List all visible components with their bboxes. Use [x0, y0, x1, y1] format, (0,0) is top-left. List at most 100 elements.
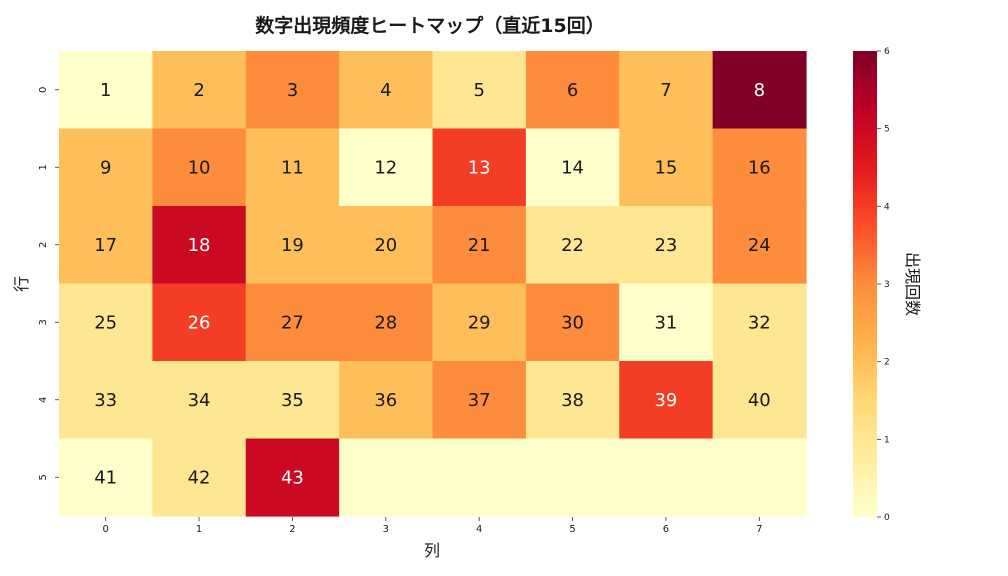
- heatmap-cell: [59, 283, 153, 362]
- heatmap-cell: [245, 438, 340, 517]
- heatmap-cell: [152, 51, 247, 130]
- cell-label: 18: [188, 235, 211, 256]
- colorbar-tick-label: 6: [884, 47, 890, 57]
- heatmap-cell: [339, 361, 434, 440]
- heatmap-cell: [152, 283, 247, 362]
- heatmap-cell: [619, 128, 714, 207]
- cell-label: 26: [188, 312, 211, 333]
- y-axis-label: 行: [12, 276, 31, 292]
- heatmap-cell: [339, 128, 434, 207]
- heatmap-cell: [245, 51, 340, 130]
- cell-label: 7: [660, 80, 671, 101]
- cell-label: 30: [561, 312, 584, 333]
- cell-label: 33: [94, 390, 117, 411]
- cell-label: 3: [287, 80, 298, 101]
- y-tick-label: 3: [38, 319, 49, 325]
- cell-label: 39: [654, 390, 677, 411]
- cell-label: 38: [561, 390, 584, 411]
- cell-label: 19: [281, 235, 304, 256]
- y-axis-ticks: 0 1 2 3 4 5: [38, 87, 59, 480]
- y-tick-label: 5: [38, 474, 49, 480]
- cell-label: 35: [281, 390, 304, 411]
- cell-label: 24: [748, 235, 771, 256]
- x-tick-label: 0: [103, 524, 109, 535]
- heatmap-cell: [525, 51, 620, 130]
- heatmap-cell: [619, 51, 714, 130]
- heatmap-cell: [245, 206, 340, 285]
- colorbar: [853, 51, 877, 517]
- y-tick-label: 1: [38, 164, 49, 170]
- heatmap-cell: [619, 361, 714, 440]
- cell-label: 36: [374, 390, 397, 411]
- cell-label: 21: [468, 235, 491, 256]
- colorbar-ticks: 0 1 2 3 4 5 6: [877, 47, 890, 523]
- heatmap-cell: [525, 438, 620, 517]
- heatmap-cell: [432, 206, 527, 285]
- cell-label: 10: [188, 157, 211, 178]
- heatmap-cell: [245, 361, 340, 440]
- chart-title: 数字出現頻度ヒートマップ（直近15回）: [255, 14, 604, 37]
- heatmap-cell: [152, 206, 247, 285]
- cell-label: 22: [561, 235, 584, 256]
- colorbar-label: 出現回数: [903, 252, 922, 316]
- cell-label: 11: [281, 157, 304, 178]
- x-tick-label: 4: [476, 524, 482, 535]
- cell-label: 4: [380, 80, 391, 101]
- colorbar-tick-label: 4: [884, 202, 890, 212]
- cell-label: 15: [654, 157, 677, 178]
- colorbar-tick-label: 0: [884, 513, 890, 523]
- cell-label: 9: [100, 157, 111, 178]
- heatmap-cell: [712, 206, 807, 285]
- y-tick-label: 0: [38, 87, 49, 93]
- heatmap-cell: [712, 51, 807, 130]
- cell-label: 29: [468, 312, 491, 333]
- heatmap-cell: [525, 128, 620, 207]
- heatmap-cell: [339, 206, 434, 285]
- x-tick-label: 6: [663, 524, 669, 535]
- heatmap-cell: [712, 438, 807, 517]
- cell-label: 2: [193, 80, 204, 101]
- heatmap-cell: [525, 206, 620, 285]
- heatmap-cell: [712, 128, 807, 207]
- cell-label: 28: [374, 312, 397, 333]
- cell-label: 41: [94, 467, 117, 488]
- heatmap-cell: [619, 206, 714, 285]
- heatmap-cell: [432, 128, 527, 207]
- cell-label: 34: [188, 390, 211, 411]
- cell-label: 27: [281, 312, 304, 333]
- cell-label: 42: [188, 467, 211, 488]
- colorbar-tick-label: 2: [884, 358, 890, 368]
- cell-label: 25: [94, 312, 117, 333]
- x-axis-label: 列: [424, 541, 440, 560]
- colorbar-tick-label: 3: [884, 280, 890, 290]
- colorbar-tick-label: 1: [884, 435, 890, 445]
- heatmap-cell: [339, 51, 434, 130]
- heatmap-cell: [712, 361, 807, 440]
- cell-label: 16: [748, 157, 771, 178]
- cell-label: 32: [748, 312, 771, 333]
- heatmap-cell: [432, 361, 527, 440]
- cell-label: 1: [100, 80, 111, 101]
- heatmap-cell: [59, 51, 153, 130]
- cell-label: 12: [374, 157, 397, 178]
- cell-label: 43: [281, 467, 304, 488]
- x-tick-label: 5: [569, 524, 575, 535]
- heatmap-cell: [152, 361, 247, 440]
- colorbar-tick-label: 5: [884, 125, 890, 135]
- heatmap-cell: [339, 283, 434, 362]
- heatmap-cell: [245, 128, 340, 207]
- heatmap-cell: [152, 128, 247, 207]
- cell-label: 13: [468, 157, 491, 178]
- heatmap-cell: [712, 283, 807, 362]
- heatmap-cell: [59, 361, 153, 440]
- cell-label: 5: [473, 80, 484, 101]
- heatmap-cell: [152, 438, 247, 517]
- cell-label: 17: [94, 235, 117, 256]
- heatmap-cell: [245, 283, 340, 362]
- x-tick-label: 3: [383, 524, 389, 535]
- cell-label: 14: [561, 157, 584, 178]
- heatmap-cell: [59, 128, 153, 207]
- cell-label: 8: [754, 80, 765, 101]
